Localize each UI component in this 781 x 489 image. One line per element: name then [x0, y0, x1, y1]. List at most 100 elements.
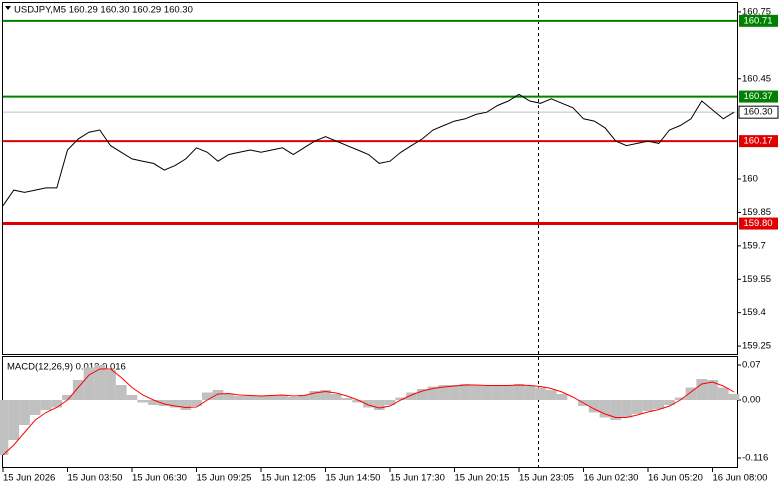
histogram-bar	[492, 385, 503, 400]
x-tick-label: 16 Jun 02:30	[584, 473, 639, 484]
histogram-bar	[631, 400, 643, 414]
histogram-bar	[105, 370, 116, 400]
histogram-bar	[40, 400, 52, 410]
histogram-bar	[341, 398, 353, 400]
histogram-bar	[545, 390, 557, 400]
x-tick-label: 15 Jun 20:15	[455, 473, 510, 484]
histogram-bar	[309, 391, 321, 400]
y-tick-label: 160.75	[742, 6, 771, 17]
y-tick-label: 0.07	[742, 360, 761, 371]
x-tick-label: 16 Jun 05:20	[648, 473, 703, 484]
histogram-bar	[395, 397, 407, 400]
y-tick-label: 159.4	[742, 307, 766, 318]
histogram-bar	[674, 397, 686, 400]
histogram-bar	[115, 385, 127, 400]
signal-line	[2, 368, 735, 456]
histogram-bar	[621, 400, 632, 418]
level-label: 160.71	[743, 15, 772, 26]
histogram-bar	[266, 395, 278, 400]
title-arrow	[5, 6, 11, 10]
histogram-bar	[588, 400, 600, 413]
histogram-bar	[287, 397, 299, 400]
histogram-bar	[685, 387, 697, 400]
histogram-bar	[352, 400, 364, 403]
price-line	[2, 93, 735, 206]
level-box	[739, 90, 778, 103]
x-tick-label: 15 Jun 06:30	[132, 473, 187, 484]
level-box	[739, 217, 778, 230]
histogram-bar	[212, 390, 224, 400]
histogram-bar	[416, 389, 428, 400]
histogram-bar	[427, 386, 439, 400]
histogram-bar	[255, 396, 267, 400]
histogram-bar	[459, 384, 471, 400]
histogram-bar	[330, 394, 342, 400]
histogram-bar	[0, 400, 9, 455]
level-box	[739, 135, 778, 148]
histogram-bar	[728, 394, 740, 400]
histogram-bar	[320, 390, 331, 400]
histogram-bar	[438, 385, 450, 400]
histogram-bar	[137, 400, 149, 403]
histogram-bar	[223, 394, 235, 400]
x-tick-label: 15 Jun 14:50	[326, 473, 381, 484]
histogram-bar	[384, 400, 396, 405]
histogram-bar	[298, 395, 310, 400]
histogram-bar	[51, 400, 63, 408]
y-tick-label: 159.7	[742, 240, 766, 251]
x-tick-label: 15 Jun 23:05	[519, 473, 574, 484]
histogram-bar	[373, 400, 385, 410]
histogram-bar	[449, 385, 460, 400]
level-label: 159.80	[743, 218, 772, 229]
histogram-bar	[169, 400, 181, 408]
level-label: 160.17	[743, 136, 772, 147]
histogram-bar	[126, 395, 138, 400]
price-title: USDJPY,M5 160.29 160.30 160.29 160.30	[14, 5, 193, 16]
histogram-bar	[556, 394, 568, 400]
y-tick-label: -0.116	[742, 453, 768, 464]
y-tick-label: 159.55	[742, 274, 771, 285]
x-tick-label: 16 Jun 08:00	[713, 473, 768, 484]
y-tick-label: 159.85	[742, 207, 771, 218]
histogram-bar	[535, 387, 546, 400]
histogram-bar	[707, 380, 718, 400]
x-tick-label: 15 Jun 12:05	[261, 473, 316, 484]
histogram-bar	[244, 396, 256, 400]
macd-title: MACD(12,26,9) 0.012 0.016	[7, 362, 126, 373]
histogram-bar	[94, 365, 106, 400]
histogram-bar	[180, 400, 192, 410]
histogram-bar	[62, 395, 73, 400]
histogram-bar	[158, 400, 170, 406]
histogram-bar	[72, 380, 84, 400]
histogram-bar	[83, 367, 95, 400]
histogram-bar	[8, 400, 20, 440]
level-label: 160.30	[743, 107, 772, 118]
level-box	[739, 14, 778, 27]
histogram-bar	[19, 400, 30, 425]
histogram-bar	[191, 400, 202, 406]
y-tick-label: 160	[742, 174, 758, 185]
x-tick-label: 15 Jun 03:50	[68, 473, 123, 484]
histogram-bar	[277, 395, 288, 400]
histogram-bar	[524, 386, 536, 400]
x-tick-label: 15 Jun 2026	[3, 473, 55, 484]
y-tick-label: 0.00	[742, 395, 761, 406]
x-tick-label: 15 Jun 17:30	[390, 473, 445, 484]
histogram-bar	[610, 400, 622, 420]
x-tick-label: 15 Jun 09:25	[197, 473, 252, 484]
y-tick-label: 160.45	[742, 73, 771, 84]
histogram-bar	[653, 400, 665, 409]
histogram-bar	[717, 387, 729, 400]
level-box	[738, 105, 779, 119]
histogram-bar	[599, 400, 611, 418]
histogram-bar	[696, 379, 708, 400]
histogram-bar	[363, 400, 374, 408]
histogram-bar	[201, 392, 213, 400]
level-label: 160.37	[743, 91, 772, 102]
histogram-bar	[406, 392, 417, 400]
histogram-bar	[502, 385, 514, 400]
y-tick-label: 159.25	[742, 341, 771, 352]
histogram-bar	[481, 386, 493, 400]
